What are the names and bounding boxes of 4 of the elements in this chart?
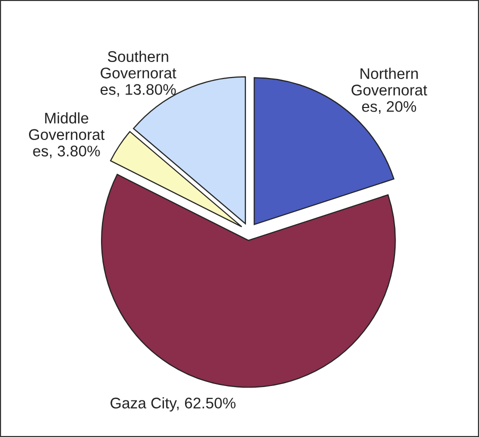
slice-label: Southern Governorat es, 13.80% (100, 50, 176, 97)
slice-label: Middle Governorat es, 3.80% (29, 112, 105, 158)
slice-label: Gaza City, 62.50% (110, 397, 236, 412)
slice-label: Northern Governorat es, 20% (352, 68, 428, 114)
